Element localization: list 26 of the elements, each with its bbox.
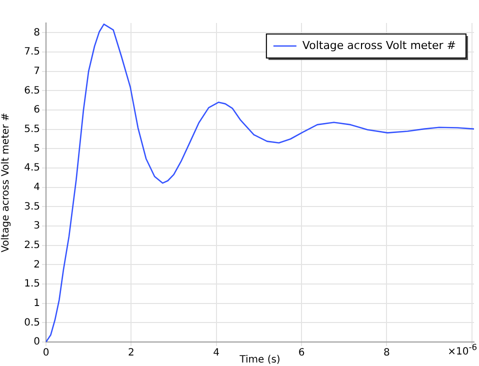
y-tick-label: 1 [34,298,40,309]
x-tick-label: 8 [384,348,390,359]
x-tick-label: 2 [128,348,134,359]
y-tick-label: 7 [34,66,40,77]
y-tick-label: 0.5 [24,317,40,328]
y-tick-label: 4 [34,182,40,193]
y-tick-label: 2.5 [24,240,40,251]
y-tick-label: 6.5 [24,85,40,96]
legend-label: Voltage across Volt meter # [302,38,456,52]
y-tick-label: 5.5 [24,124,40,135]
y-tick-label: 3.5 [24,201,40,212]
y-tick-label: 1.5 [24,278,40,290]
x-axis-title: Time (s) [238,354,280,366]
y-tick-label: 6 [34,104,40,116]
x-tick-label: 0 [42,348,50,359]
y-tick-label: 8 [34,27,40,38]
x-tick-label: 4 [213,348,220,359]
y-axis-title: Voltage across Volt meter # [0,112,12,252]
annotation: ×10$^{-6}$ [448,342,477,358]
y-tick-label: 3 [34,220,40,232]
y-tick-label: 4.5 [24,162,40,174]
y-tick-label: 2 [34,259,40,270]
x-tick-label: 6 [298,348,305,359]
y-tick-label: 7.5 [24,46,40,58]
y-tick-label: 5 [34,143,40,154]
y-tick-label: 0 [34,336,40,348]
